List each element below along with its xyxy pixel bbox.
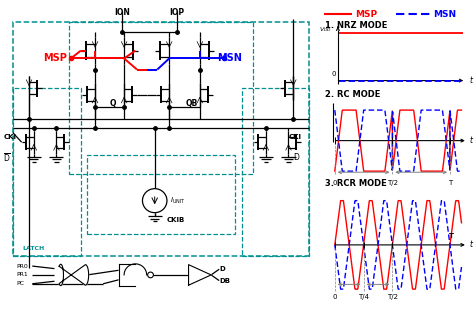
Text: $I_{\rm UNIT}$: $I_{\rm UNIT}$ <box>170 196 186 206</box>
Text: IOP: IOP <box>170 8 185 17</box>
Text: t: t <box>469 76 472 85</box>
Text: ION: ION <box>115 8 130 17</box>
Text: MSP: MSP <box>44 53 67 64</box>
Text: 2. RC MODE: 2. RC MODE <box>326 90 381 99</box>
Text: T/4: T/4 <box>358 294 369 300</box>
Polygon shape <box>189 265 211 285</box>
Text: T/2: T/2 <box>387 180 398 186</box>
Text: Q: Q <box>109 99 116 108</box>
Polygon shape <box>59 264 89 286</box>
Text: MSP: MSP <box>355 10 377 19</box>
Polygon shape <box>119 264 146 286</box>
Text: 0: 0 <box>332 71 336 77</box>
Text: T: T <box>448 180 452 186</box>
Circle shape <box>147 272 154 278</box>
Text: t: t <box>469 240 472 249</box>
Text: t: t <box>469 136 472 145</box>
Text: T: T <box>448 233 454 239</box>
Text: T/2: T/2 <box>387 294 398 300</box>
Circle shape <box>143 189 167 213</box>
Text: CKIB: CKIB <box>166 217 185 223</box>
Text: CKI: CKI <box>289 135 301 140</box>
Text: MSN: MSN <box>433 10 456 19</box>
Text: 1. NRZ MODE: 1. NRZ MODE <box>326 21 388 29</box>
Text: 3. RCR MODE: 3. RCR MODE <box>326 179 387 187</box>
Text: QB: QB <box>185 99 198 108</box>
Text: D: D <box>220 266 226 272</box>
Text: LATCH: LATCH <box>23 246 45 251</box>
Text: CKI: CKI <box>3 135 16 140</box>
Text: 0: 0 <box>333 180 337 186</box>
Text: PR1: PR1 <box>16 272 28 277</box>
Text: DB: DB <box>220 278 231 283</box>
Text: $\overline{\rm D}$: $\overline{\rm D}$ <box>3 152 11 164</box>
Text: 0: 0 <box>333 294 337 300</box>
Text: PC: PC <box>16 281 24 286</box>
Text: $V_{DD}$: $V_{DD}$ <box>319 26 332 34</box>
Text: PR0: PR0 <box>16 264 28 269</box>
Text: D: D <box>293 154 299 162</box>
Text: MSN: MSN <box>217 53 242 64</box>
